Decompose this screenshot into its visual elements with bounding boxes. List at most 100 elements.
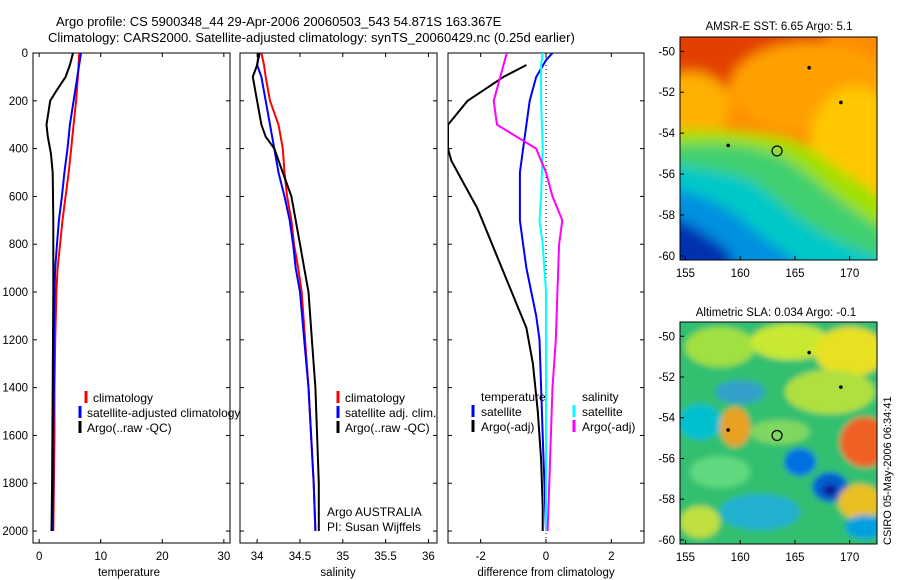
difference-legend: temperature satellite Argo(-adj) salinit… — [471, 390, 635, 434]
depth-tick-label: 1400 — [2, 383, 28, 395]
depth-tick-label: 1600 — [2, 430, 28, 442]
float-marker — [726, 428, 730, 432]
depth-tick-label: 600 — [9, 191, 28, 203]
sla-ytick-label: -52 — [658, 372, 675, 384]
temperature-lines — [45, 53, 82, 532]
legend-argo-label: Argo(..raw -QC) — [87, 421, 172, 435]
climatology-line — [52, 53, 81, 532]
sst-xtick-label: 160 — [731, 268, 750, 280]
depth-tick-label: 800 — [9, 239, 28, 251]
sst-ytick-label: -52 — [658, 87, 675, 99]
sla-heatmap — [680, 322, 877, 544]
argo-raw-qc-line — [251, 53, 320, 531]
satellite-adj-clim-line — [256, 53, 317, 532]
float-marker — [839, 385, 843, 389]
argo-position-marker — [771, 145, 783, 157]
temperature-xtick-label: 20 — [156, 551, 169, 563]
depth-tick-label: 400 — [9, 144, 28, 156]
sla-map-ticks: 155 160 165 170 -50 -52 -54 -56 -58 -60 — [658, 331, 859, 564]
float-marker — [807, 350, 811, 355]
salinity-xtick-label: 34.5 — [289, 551, 311, 563]
legend-satellite-label: satellite-adjusted climatology — [87, 406, 240, 420]
salinity-xtick-label: 35.5 — [374, 551, 396, 563]
salinity-xtick-label: 35 — [336, 551, 349, 563]
sla-ytick-label: -54 — [658, 413, 675, 425]
sla-xtick-label: 160 — [731, 552, 750, 564]
salinity-satellite-line — [538, 53, 547, 531]
temperature-argo-adj-line — [448, 64, 544, 531]
difference-xtick-label: -2 — [476, 551, 486, 563]
sst-ytick-label: -56 — [658, 169, 675, 181]
legend-temp-satellite-label: satellite — [481, 405, 522, 419]
legend-temp-argo-label: Argo(-adj) — [481, 420, 534, 434]
temperature-ticks: 0 10 20 30 0 200 400 600 800 1000 1200 1400 1600 1800… — [2, 48, 230, 563]
sst-map-title: AMSR-E SST: 6.65 Argo: 5.1 — [705, 21, 852, 33]
salinity-axes — [239, 52, 438, 544]
temperature-xtick-label: 30 — [217, 551, 230, 563]
sla-ytick-label: -60 — [658, 535, 675, 547]
sst-map-markers — [726, 65, 843, 157]
temperature-axes — [32, 52, 231, 544]
salinity-lines — [251, 53, 320, 532]
sla-ytick-label: -56 — [658, 453, 675, 465]
depth-tick-label: 0 — [22, 48, 28, 60]
difference-ticks: -2 0 2 — [448, 52, 644, 563]
sla-ytick-label: -58 — [658, 494, 675, 506]
salinity-legend: climatology satellite adj. clim. Argo(..… — [327, 391, 436, 534]
legend-satellite-label: satellite adj. clim. — [345, 406, 436, 420]
sla-map-title: Altimetric SLA: 0.034 Argo: -0.1 — [696, 307, 856, 319]
sst-map-ticks: 155 160 165 170 -50 -52 -54 -56 -58 -60 — [658, 46, 859, 280]
legend-salinity-title: salinity — [582, 390, 619, 404]
sst-xtick-label: 155 — [676, 268, 695, 280]
depth-tick-label: 200 — [9, 96, 28, 108]
legend-sal-satellite-label: satellite — [582, 405, 623, 419]
depth-tick-label: 2000 — [2, 526, 28, 538]
sla-xtick-label: 155 — [676, 552, 695, 564]
difference-xlabel: difference from climatology — [477, 567, 614, 579]
depth-tick-label: 1200 — [2, 335, 28, 347]
sst-ytick-label: -54 — [658, 128, 675, 140]
float-marker — [807, 65, 811, 70]
salinity-xlabel: salinity — [320, 567, 355, 579]
temperature-xtick-label: 10 — [94, 551, 107, 563]
sst-xtick-label: 165 — [785, 268, 804, 280]
salinity-argo-adj-line — [492, 53, 564, 532]
argo-position-marker — [771, 429, 783, 442]
sla-xtick-label: 165 — [785, 552, 804, 564]
legend-sal-argo-label: Argo(-adj) — [582, 420, 635, 434]
temperature-xtick-label: 0 — [36, 551, 42, 563]
temperature-legend: climatology satellite-adjusted climatolo… — [78, 391, 240, 435]
sla-map-frame — [679, 321, 878, 545]
depth-tick-label: 1000 — [2, 287, 28, 299]
figure-title-line2: Climatology: CARS2000. Satellite-adjuste… — [48, 30, 575, 45]
depth-tick-label: 1800 — [2, 478, 28, 490]
sst-ytick-label: -60 — [658, 251, 675, 263]
sst-ytick-label: -50 — [658, 46, 675, 58]
figure-title-line1: Argo profile: CS 5900348_44 29-Apr-2006 … — [56, 14, 502, 29]
difference-xtick-label: 2 — [608, 551, 614, 563]
difference-xtick-label: 0 — [543, 551, 549, 563]
salinity-xtick-label: 36 — [422, 551, 435, 563]
float-marker — [726, 143, 730, 148]
sla-map-markers — [726, 350, 843, 442]
argo-raw-qc-line — [45, 53, 74, 532]
salinity-xtick-label: 34 — [251, 551, 264, 563]
sla-ytick-label: -50 — [658, 331, 675, 343]
sla-xtick-label: 170 — [840, 552, 859, 564]
difference-lines — [448, 53, 564, 532]
temperature-xlabel: temperature — [98, 567, 160, 579]
legend-climatology-label: climatology — [345, 391, 405, 405]
argo-pi-annotation: PI: Susan Wijffels — [327, 520, 421, 534]
sst-xtick-label: 170 — [840, 268, 859, 280]
satellite-adjusted-climatology-line — [51, 53, 82, 532]
sst-map-frame — [679, 36, 878, 261]
legend-climatology-label: climatology — [93, 391, 153, 405]
salinity-ticks: 34 34.5 35 35.5 36 — [240, 52, 437, 563]
temperature-satellite-line — [518, 53, 554, 532]
sst-ytick-label: -58 — [658, 210, 675, 222]
csiro-timestamp: CSIRO 05-May-2006 06:34:41 — [882, 396, 894, 545]
legend-temperature-title: temperature — [481, 390, 546, 404]
argo-country-annotation: Argo AUSTRALIA — [327, 505, 422, 519]
sst-heatmap — [680, 37, 877, 260]
